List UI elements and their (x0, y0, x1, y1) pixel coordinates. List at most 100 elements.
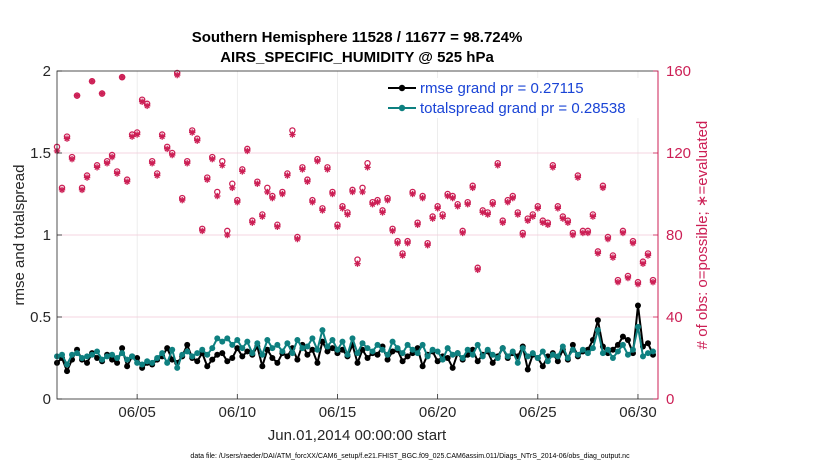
totalspread-point (189, 353, 196, 360)
rmse-point (319, 338, 326, 345)
totalspread-point (409, 346, 416, 353)
asterisk-stroke (284, 172, 291, 179)
totalspread-point (644, 350, 651, 357)
totalspread-point (394, 345, 401, 352)
rmse-point (489, 359, 496, 366)
legend-rmse-marker (398, 84, 406, 92)
obs-evaluated-marker (624, 274, 632, 282)
totalspread-point (339, 338, 346, 345)
totalspread-point (574, 351, 581, 358)
obs-evaluated-marker (469, 184, 476, 192)
obs-evaluated-marker (128, 133, 136, 140)
totalspread-point (479, 353, 486, 360)
totalspread-point (214, 335, 221, 342)
totalspread-point (384, 351, 391, 358)
totalspread-point (274, 341, 281, 348)
totalspread-point (244, 338, 251, 345)
asterisk-stroke (640, 261, 646, 267)
totalspread-point (569, 346, 576, 353)
rmse-point (354, 359, 361, 366)
y-axis-right-label: # of obs: o=possible; ∗=evaluated (694, 121, 711, 350)
rmse-point (214, 351, 221, 358)
obs-evaluated-marker (113, 170, 121, 177)
totalspread-point (124, 356, 131, 363)
totalspread-point (529, 350, 536, 357)
rmse-point (304, 351, 311, 358)
totalspread-point (179, 351, 186, 358)
asterisk-stroke (119, 74, 125, 80)
legend-totalspread-label: totalspread grand pr = 0.28538 (420, 100, 626, 117)
totalspread-point (599, 350, 606, 357)
asterisk-stroke (490, 201, 496, 207)
asterisk-stroke (459, 230, 466, 236)
totalspread-point (629, 346, 636, 353)
y-right-tick-label: 120 (666, 145, 691, 162)
asterisk-stroke (500, 220, 506, 226)
rmse-point (444, 355, 451, 361)
obs-evaluated-marker (98, 90, 106, 97)
asterisk-stroke (184, 160, 190, 166)
asterisk-stroke (550, 164, 556, 171)
y-right-tick-label: 40 (666, 309, 683, 326)
asterisk-stroke (409, 191, 416, 197)
rmse-point (294, 356, 301, 363)
totalspread-point (354, 350, 361, 357)
totalspread-point (289, 350, 296, 357)
asterisk-stroke (520, 232, 526, 238)
totalspread-point (649, 348, 656, 355)
rmse-point (384, 356, 391, 363)
asterisk-stroke (389, 228, 396, 234)
obs-evaluated-marker (118, 73, 126, 81)
rmse-point (399, 358, 406, 365)
totalspread-point (369, 348, 376, 355)
asterisk-stroke (495, 162, 501, 168)
asterisk-stroke (244, 148, 251, 154)
asterisk-stroke (254, 181, 261, 187)
obs-evaluated-marker (249, 219, 256, 226)
obs-evaluated-marker (153, 172, 161, 179)
asterisk-stroke (369, 201, 376, 207)
asterisk-stroke (214, 193, 220, 199)
asterisk-stroke (394, 240, 401, 246)
totalspread-point (314, 346, 321, 353)
obs-evaluated-marker (294, 235, 301, 243)
obs-evaluated-marker (219, 162, 226, 169)
totalspread-point (579, 346, 586, 353)
asterisk-stroke (449, 195, 456, 201)
totalspread-point (279, 348, 286, 355)
x-tick-label: 06/30 (619, 404, 657, 421)
rmse-point (634, 302, 641, 309)
obs-evaluated-marker (639, 260, 647, 267)
totalspread-point (414, 350, 421, 357)
totalspread-point (634, 323, 641, 330)
asterisk-stroke (69, 156, 75, 162)
asterisk-stroke (279, 191, 286, 197)
obs-evaluated-marker (629, 240, 637, 247)
rmse-point (114, 359, 121, 366)
rmse-point (119, 345, 126, 352)
asterisk-stroke (434, 205, 441, 212)
asterisk-stroke (349, 189, 356, 195)
obs-evaluated-marker (138, 98, 146, 105)
obs-evaluated-marker (539, 219, 547, 226)
obs-evaluated-marker (604, 235, 612, 243)
asterisk-stroke (595, 250, 601, 257)
rmse-point (474, 358, 481, 365)
totalspread-point (334, 346, 341, 353)
obs-evaluated-marker (519, 231, 526, 239)
totalspread-point (94, 348, 101, 355)
asterisk-stroke (339, 205, 346, 212)
totalspread-point (164, 359, 171, 366)
asterisk-stroke (540, 220, 546, 226)
obs-evaluated-marker (239, 168, 246, 175)
totalspread-point (514, 359, 521, 366)
obs-evaluated-marker (609, 254, 617, 261)
totalspread-point (399, 350, 406, 357)
asterisk-stroke (525, 217, 531, 224)
asterisk-stroke (475, 267, 481, 273)
asterisk-stroke (545, 222, 551, 228)
totalspread-point (554, 353, 561, 360)
obs-evaluated-marker (158, 133, 166, 140)
rmse-point (389, 348, 396, 355)
obs-evaluated-marker (254, 180, 261, 187)
